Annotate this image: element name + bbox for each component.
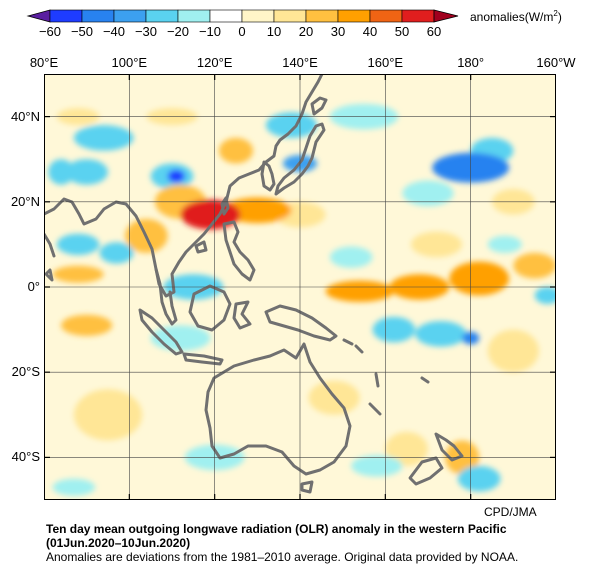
longitude-label: 160°W — [536, 55, 576, 70]
coastline-java — [182, 352, 224, 366]
longitude-label: 100°E — [111, 55, 148, 70]
map-frame — [44, 74, 556, 500]
coastline-sumatra — [138, 308, 184, 356]
colorbar-tick-label: −60 — [38, 24, 62, 39]
colorbar-bin — [337, 9, 371, 23]
negative-anomaly-patch — [329, 246, 373, 268]
negative-anomaly-patch — [415, 321, 467, 347]
negative-anomaly-patch — [48, 159, 74, 185]
colorbar-bin — [145, 9, 179, 23]
latitude-label: 40°S — [11, 449, 40, 465]
negative-anomaly-patch — [167, 169, 185, 183]
colorbar-bins — [49, 9, 435, 23]
colorbar-tick-label: 50 — [394, 24, 410, 39]
coastline-japan — [274, 122, 326, 196]
colorbar-tick-label: 40 — [362, 24, 378, 39]
colorbar-bin — [177, 9, 211, 23]
longitude-label: 120°E — [196, 55, 233, 70]
colorbar-units-label: anomalies(W/m2) — [470, 9, 562, 24]
positive-anomaly-patch — [61, 314, 113, 336]
caption-title: Ten day mean outgoing longwave radiation… — [46, 522, 507, 536]
latitude-label: 40°N — [10, 108, 40, 124]
colorbar-underflow-arrow — [26, 9, 51, 23]
colorbar-bin — [49, 9, 83, 23]
coastline-india — [44, 232, 56, 258]
coastline-sri-lanka — [44, 268, 54, 282]
colorbar-tick-label: 10 — [266, 24, 282, 39]
negative-anomaly-patch — [351, 455, 403, 477]
colorbar-bin — [113, 9, 147, 23]
colorbar-tick-label: −50 — [70, 24, 94, 39]
negative-anomaly-patch — [402, 180, 454, 207]
negative-anomaly-patch — [534, 287, 556, 305]
colorbar-tick-label: 30 — [330, 24, 346, 39]
colorbar-tick-label: −40 — [102, 24, 126, 39]
positive-anomaly-patch — [52, 265, 104, 283]
coastline-sulawesi — [232, 300, 252, 330]
coastline-korea — [260, 160, 276, 192]
colorbar-tick-label: 60 — [426, 24, 442, 39]
negative-anomaly-patch — [487, 235, 522, 253]
coastline-solomon-islands — [342, 338, 364, 354]
olr-anomaly-map — [44, 74, 556, 500]
colorbar-bin — [273, 9, 307, 23]
coastline-new-zealand-north — [434, 432, 464, 462]
coastline-vanuatu-fiji — [374, 372, 430, 388]
coastline-taiwan — [220, 196, 230, 216]
positive-anomaly-patch — [513, 252, 556, 279]
positive-anomaly-patch — [218, 137, 254, 164]
positive-anomaly-patch — [180, 199, 241, 230]
colorbar-tick-label: 0 — [238, 24, 246, 39]
negative-anomaly-patch — [99, 242, 134, 264]
caption-note: Anomalies are deviations from the 1981–2… — [46, 550, 519, 564]
negative-anomaly-patch — [372, 316, 416, 343]
credit-label: CPD/JMA — [484, 505, 537, 519]
positive-anomaly-patch — [487, 329, 539, 373]
latitude-label: 20°S — [11, 364, 40, 380]
longitude-label: 180° — [457, 55, 485, 70]
colorbar-bin — [209, 9, 243, 23]
colorbar-tick-label: −10 — [198, 24, 222, 39]
colorbar-bin — [369, 9, 403, 23]
positive-anomaly-patch — [449, 261, 510, 296]
colorbar-bin — [241, 9, 275, 23]
longitude-label: 160°E — [367, 55, 404, 70]
longitude-label: 140°E — [282, 55, 318, 70]
colorbar — [26, 9, 459, 23]
coastline-new-guinea — [264, 304, 338, 342]
positive-anomaly-patch — [223, 197, 292, 224]
colorbar-tick-label: −30 — [134, 24, 158, 39]
negative-anomaly-patch — [457, 465, 501, 492]
colorbar-overflow-arrow — [433, 9, 459, 23]
colorbar-tick-label: 20 — [298, 24, 314, 39]
positive-anomaly-patch — [325, 280, 394, 302]
map-grid — [44, 74, 556, 500]
coastline-new-caledonia — [368, 402, 382, 416]
caption-period: (01Jun.2020–10Jun.2020) — [46, 536, 191, 550]
negative-anomaly-patch — [73, 125, 134, 151]
longitude-label: 80°E — [29, 55, 59, 70]
colorbar-bin — [305, 9, 339, 23]
negative-anomaly-patch — [265, 112, 318, 138]
positive-anomaly-patch — [73, 389, 143, 441]
positive-anomaly-patch — [410, 231, 463, 258]
coastline-tasmania — [300, 480, 314, 494]
negative-anomaly-patch — [65, 159, 108, 185]
colorbar-tick-label: −20 — [166, 24, 190, 39]
colorbar-bin — [81, 9, 115, 23]
negative-anomaly-patch — [56, 233, 100, 256]
latitude-label: 20°N — [10, 193, 40, 209]
coastline-asia — [44, 74, 324, 298]
coastline-hainan — [194, 240, 208, 254]
negative-anomaly-patch — [52, 478, 96, 496]
coastline-new-zealand-south — [408, 456, 444, 486]
latitude-label: 0° — [27, 279, 40, 294]
coastline-hokkaido — [310, 96, 328, 116]
colorbar-bin — [401, 9, 435, 23]
coastline-philippines — [222, 220, 256, 282]
